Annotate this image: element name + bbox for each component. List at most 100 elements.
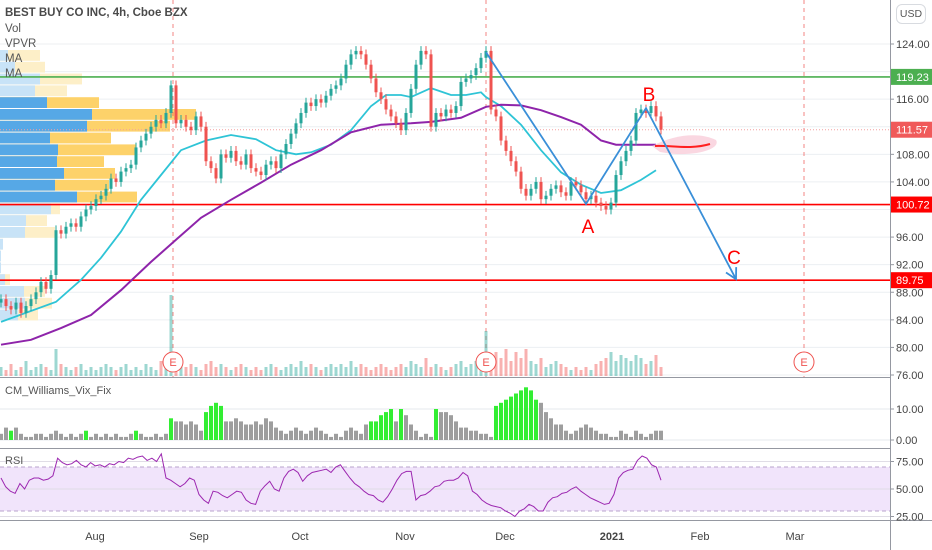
candle <box>74 218 78 232</box>
indicator-vol[interactable]: Vol <box>5 23 21 35</box>
candle <box>159 115 163 129</box>
candle-body <box>239 161 243 165</box>
vix-bar <box>634 430 638 440</box>
candle <box>444 104 448 122</box>
candle <box>519 166 523 194</box>
candle-body <box>479 57 483 69</box>
candle-body <box>39 281 43 293</box>
candle <box>374 73 378 98</box>
vix-bar <box>619 430 623 440</box>
vix-bar <box>579 427 583 440</box>
candle <box>354 46 358 60</box>
vix-bar <box>384 412 388 440</box>
volume-bar <box>189 364 193 376</box>
candle-body <box>104 188 108 196</box>
candle-body <box>139 140 143 148</box>
candle <box>79 211 83 232</box>
time-tick-label: Oct <box>291 531 308 543</box>
candle <box>19 297 23 318</box>
rsi-line <box>0 452 662 518</box>
indicator-ma-1[interactable]: MA <box>5 53 23 65</box>
vix-bar <box>194 424 198 440</box>
vix-bar <box>319 430 323 440</box>
level-badge <box>891 196 932 213</box>
vix-bar <box>234 418 238 440</box>
moving-average-ma_fast <box>0 87 657 323</box>
vix-bar <box>419 436 423 440</box>
candle <box>99 190 103 204</box>
vix-bar <box>84 430 88 440</box>
price-tick-label: 124.00 <box>896 39 930 51</box>
vix-bar <box>29 436 33 440</box>
candle <box>229 146 233 163</box>
vix-bar <box>399 409 403 440</box>
vix-bar <box>34 433 38 440</box>
rsi-pane-label: RSI <box>5 455 24 467</box>
vpvr-bar-down <box>0 144 136 156</box>
currency-button[interactable]: USD <box>896 4 926 24</box>
vpvr-bar-down <box>0 227 55 238</box>
vix-bar <box>524 387 528 440</box>
candle <box>169 80 173 118</box>
volume-bar <box>359 364 363 376</box>
volume-bar <box>74 367 78 376</box>
earnings-marker-icon <box>793 351 815 373</box>
candle <box>544 190 548 204</box>
vpvr-bar-up <box>0 97 47 108</box>
vix-bar <box>469 430 473 440</box>
volume-bar <box>294 367 298 376</box>
volume-bar <box>654 355 658 376</box>
volume-bar <box>319 370 323 376</box>
vix-bar <box>69 433 73 440</box>
vpvr-bar-up <box>0 238 3 250</box>
vpvr-bar-up <box>0 144 58 156</box>
candle-body <box>614 175 618 203</box>
vpvr-bar-up <box>0 109 92 120</box>
candle <box>269 156 273 170</box>
vpvr-bar-up <box>0 286 24 297</box>
volume-bar <box>619 355 623 376</box>
candle <box>134 142 138 170</box>
candle <box>474 63 478 80</box>
indicator-ma-2[interactable]: MA <box>5 68 23 80</box>
indicator-vpvr[interactable]: VPVR <box>5 38 37 50</box>
volume-bar <box>644 364 648 376</box>
earnings-marker-icon <box>162 351 184 373</box>
volume-bar <box>274 367 278 376</box>
volume-bar <box>384 367 388 376</box>
volume-bar <box>519 358 523 376</box>
candle-body <box>439 112 443 117</box>
vix-bar <box>274 427 278 440</box>
volume-bar <box>24 361 28 376</box>
candle <box>479 52 483 73</box>
candle <box>499 111 503 146</box>
wave-label-B: B <box>643 85 656 106</box>
candle-body <box>359 50 363 55</box>
candle-body <box>59 230 63 234</box>
candle <box>129 159 133 173</box>
candle-body <box>219 154 223 179</box>
candle-body <box>494 109 498 117</box>
volume-bar <box>214 367 218 376</box>
candle <box>0 294 3 308</box>
volume-bar <box>389 370 393 376</box>
candle <box>349 49 353 70</box>
candle-body <box>214 168 218 179</box>
vix-bar <box>649 433 653 440</box>
vpvr-bar-up <box>0 191 77 203</box>
vpvr-bar-up <box>0 309 18 321</box>
candle <box>344 59 348 84</box>
volume-bar <box>194 367 198 376</box>
volume-bar <box>449 367 453 376</box>
candle-body <box>379 92 383 100</box>
time-tick-label: Dec <box>495 531 515 543</box>
candle <box>64 221 68 239</box>
candle <box>114 173 118 187</box>
rsi-tick-label: 25.00 <box>896 512 924 524</box>
candle <box>204 121 208 167</box>
candle <box>614 170 618 208</box>
candle <box>514 156 518 177</box>
volume-bar <box>424 358 428 376</box>
vpvr-bar-down <box>0 109 196 120</box>
